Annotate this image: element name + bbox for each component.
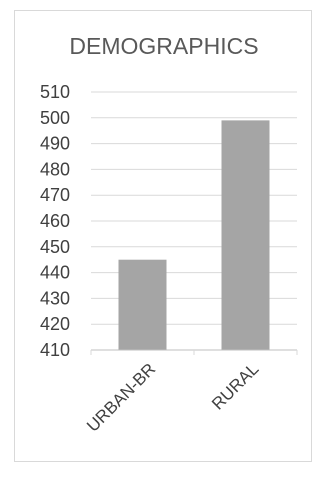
y-tick-label: 440 — [40, 263, 70, 283]
bar-urban-br — [118, 259, 167, 350]
x-category-label: RURAL — [208, 359, 262, 413]
y-tick-label: 460 — [40, 211, 70, 231]
y-tick-label: 430 — [40, 288, 70, 308]
y-tick-label: 470 — [40, 185, 70, 205]
x-axis-ticks — [90, 350, 298, 355]
y-tick-label: 510 — [40, 82, 70, 102]
y-tick-label: 420 — [40, 314, 70, 334]
x-axis-labels: URBAN-BR RURAL — [83, 359, 262, 435]
y-tick-label: 410 — [40, 340, 70, 360]
chart-title: DEMOGRAPHICS — [69, 33, 258, 59]
bars — [118, 120, 270, 350]
y-tick-label: 480 — [40, 159, 70, 179]
y-tick-label: 490 — [40, 134, 70, 154]
x-category-label: URBAN-BR — [83, 359, 159, 435]
bar-rural — [221, 120, 270, 350]
y-tick-label: 450 — [40, 237, 70, 257]
y-tick-label: 500 — [40, 108, 70, 128]
y-axis-ticks: 410 420 430 440 450 460 470 480 490 500 510 — [40, 82, 70, 360]
